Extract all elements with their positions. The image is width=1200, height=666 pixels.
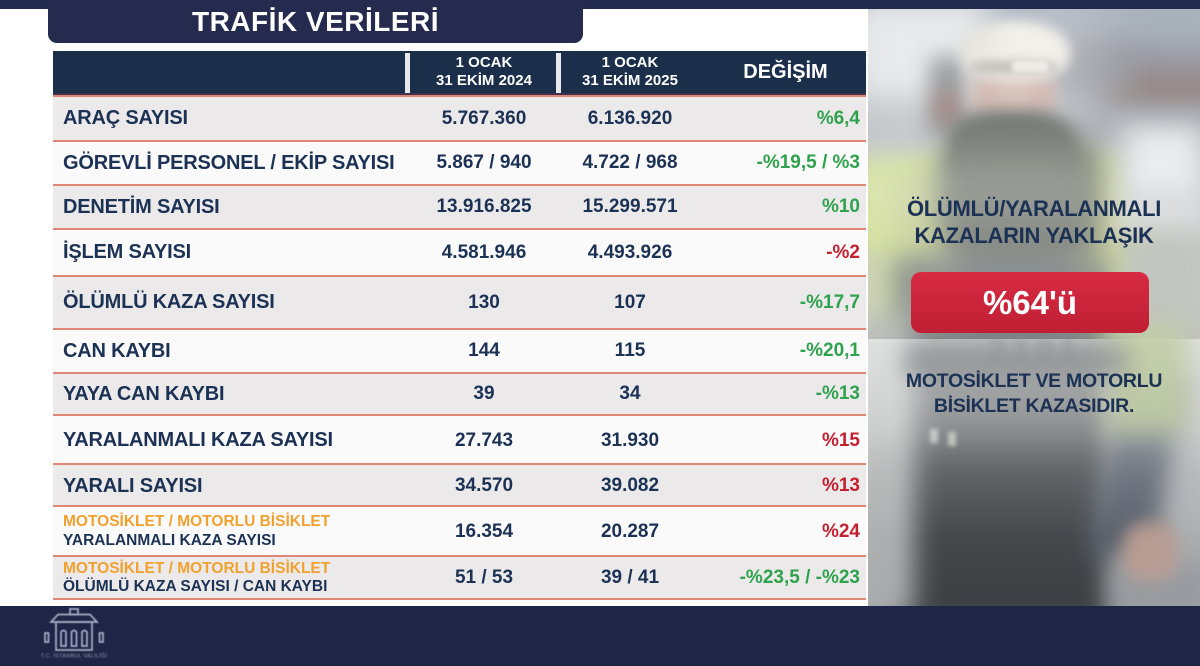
svg-text:T.C. İSTANBUL VALİLİĞİ: T.C. İSTANBUL VALİLİĞİ xyxy=(41,653,107,660)
